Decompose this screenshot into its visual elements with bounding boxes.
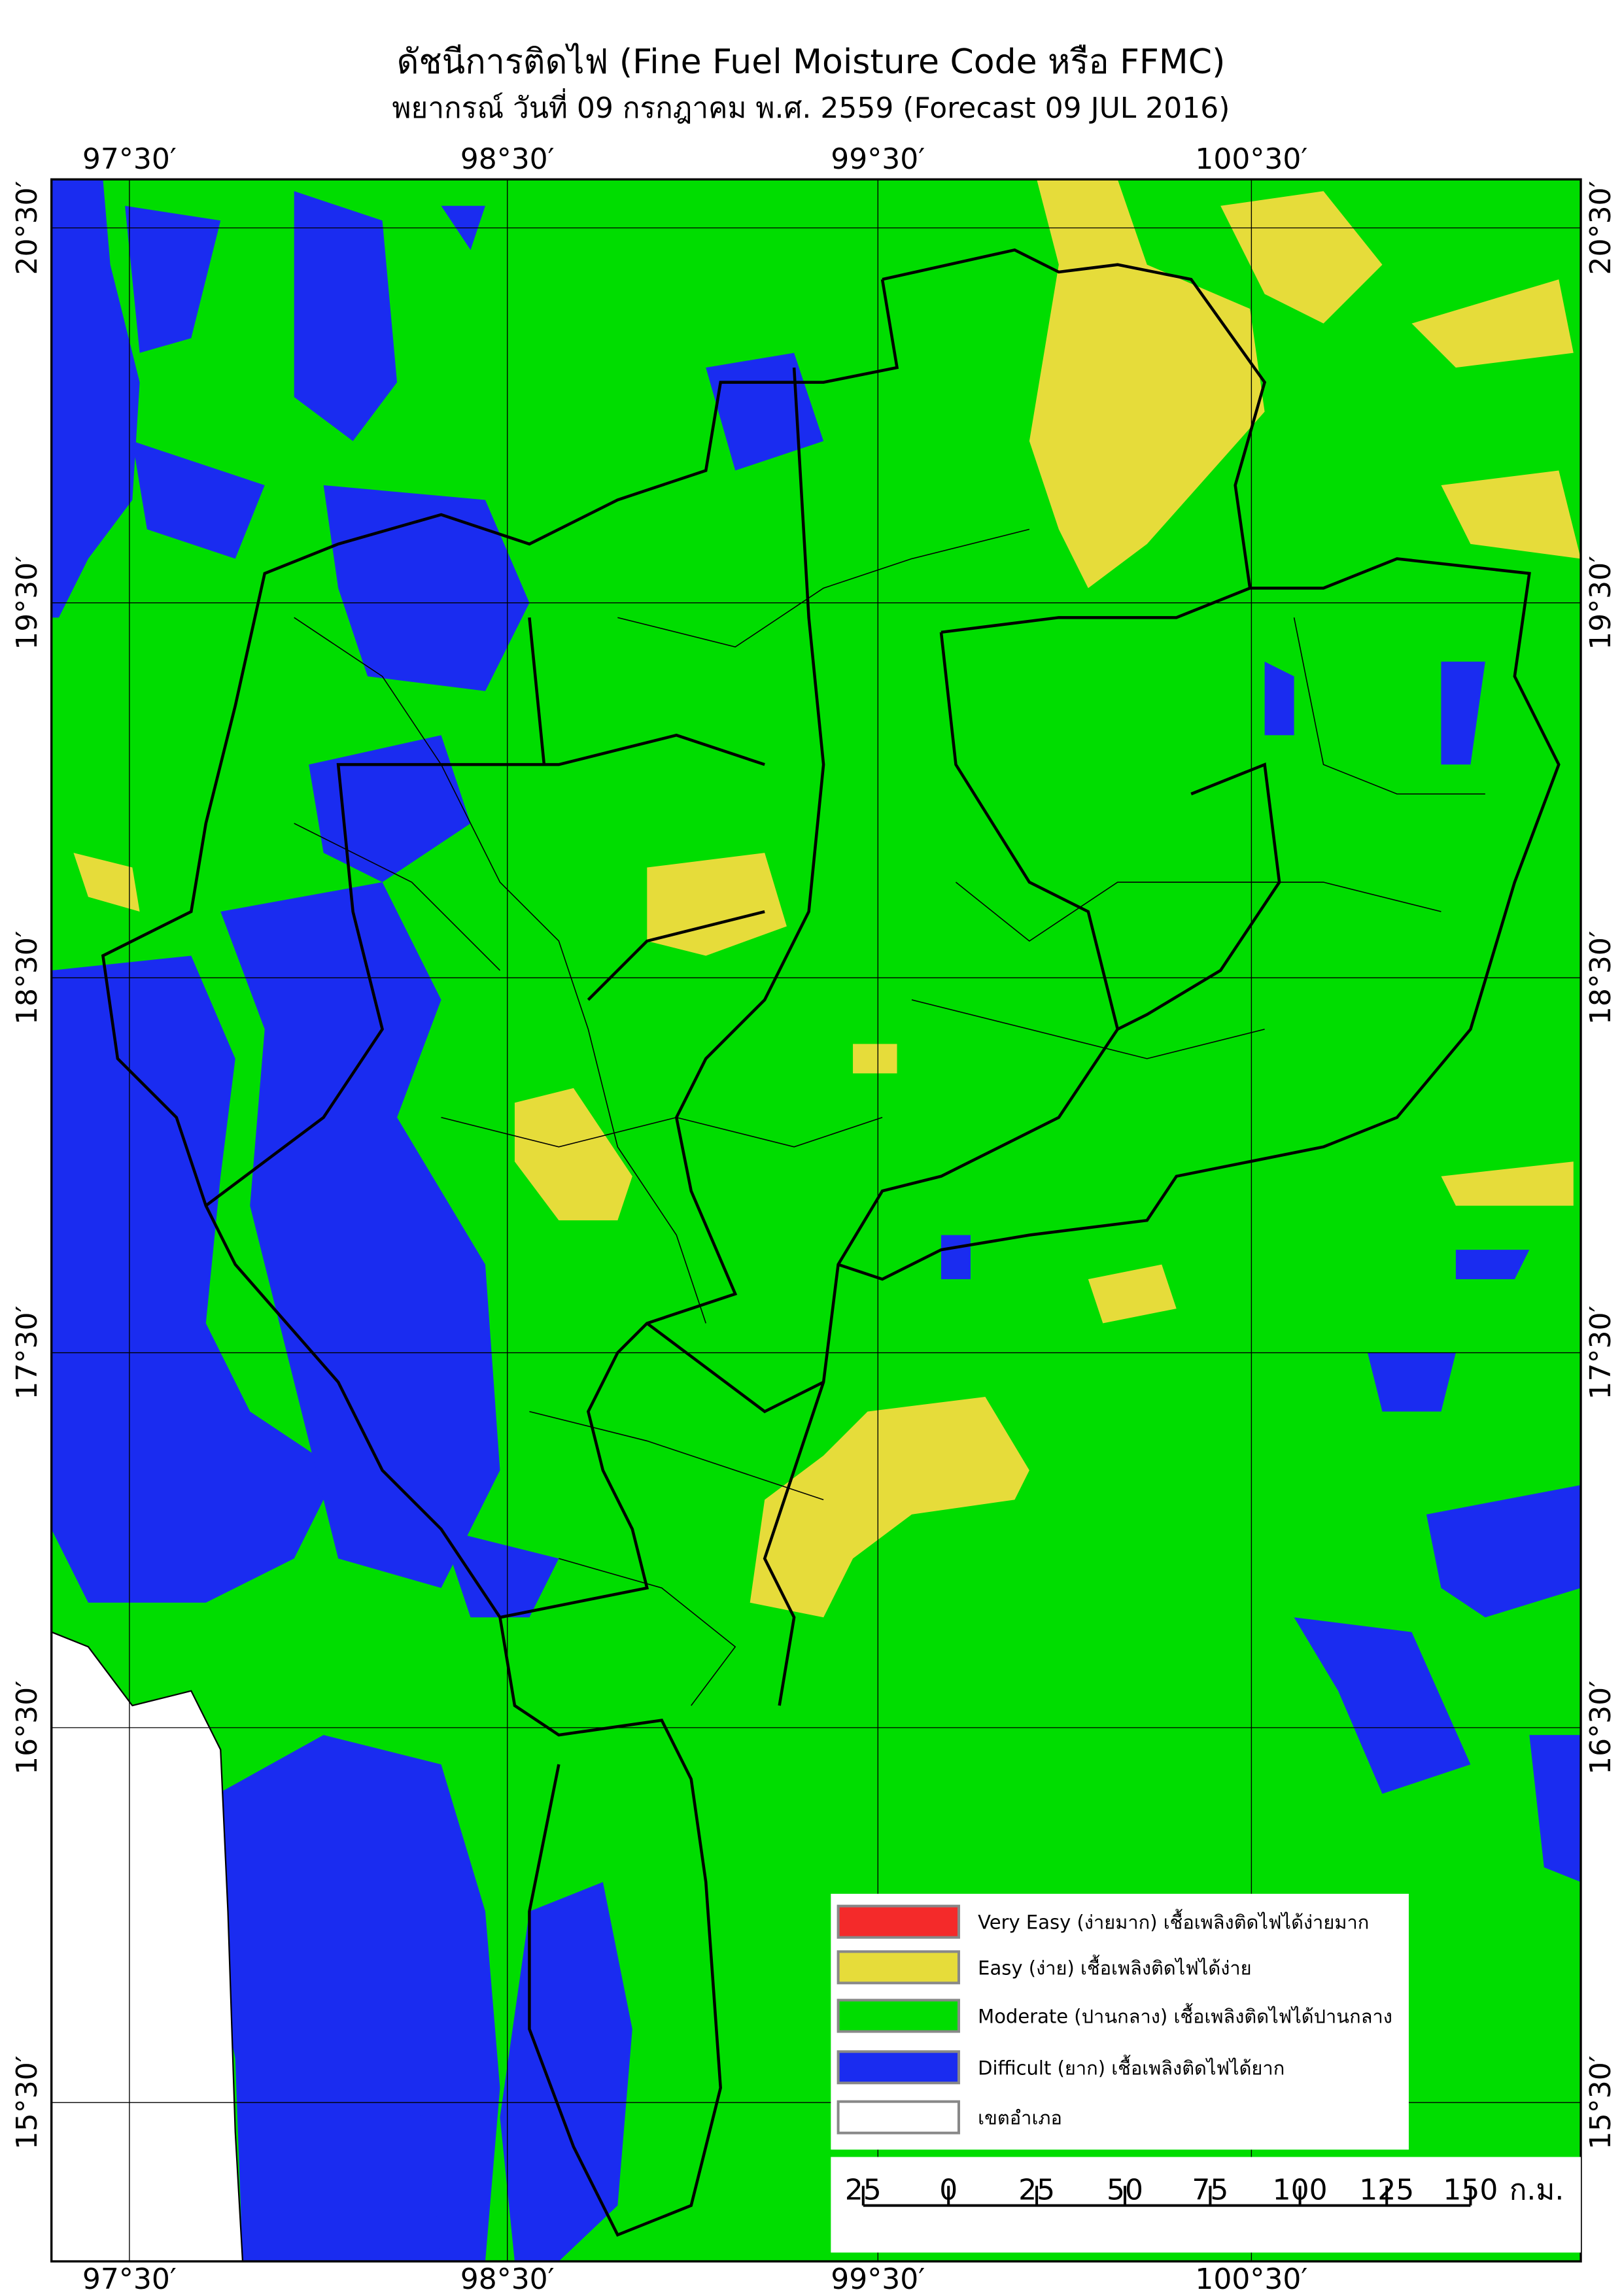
district-boundaries	[294, 528, 1485, 1706]
map-area	[50, 178, 1582, 2263]
easy-zones	[73, 179, 1581, 1618]
scale-bar-label: 25	[845, 2174, 882, 2207]
longitude-label-top: 100°30′	[1195, 143, 1307, 176]
latitude-label-left: 17°30′	[10, 1306, 44, 1400]
legend-label: Easy (ง่าย) เชื้อเพลิงติดไฟได้ง่าย	[978, 1954, 1251, 1979]
longitude-label-bottom: 97°30′	[82, 2263, 177, 2293]
latitude-label-right: 19°30′	[1584, 556, 1617, 650]
latitude-label-right: 15°30′	[1584, 2055, 1617, 2150]
legend-swatch	[837, 1950, 960, 1985]
legend-swatch	[837, 1998, 960, 2033]
longitude-label-bottom: 99°30′	[831, 2263, 925, 2293]
scale-bar-unit: ก.ม.	[1510, 2174, 1564, 2207]
latitude-label-left: 18°30′	[10, 931, 44, 1025]
longitude-label-top: 98°30′	[460, 143, 555, 176]
map-subtitle: พยากรณ์ วันที่ 09 กรกฎาคม พ.ศ. 2559 (For…	[392, 88, 1230, 125]
latitude-label-left: 15°30′	[10, 2055, 44, 2150]
legend-label: Moderate (ปานกลาง) เชื้อเพลิงติดไฟได้ปาน…	[978, 2003, 1392, 2028]
latitude-label-right: 16°30′	[1584, 1681, 1617, 1775]
scale-bar-label: 150	[1443, 2174, 1498, 2207]
latitude-label-left: 16°30′	[10, 1681, 44, 1775]
difficult-zones	[51, 179, 1581, 2262]
legend-label: เขตอำเภอ	[978, 2107, 1062, 2129]
map-frame	[50, 178, 1582, 2263]
scale-bar-label: 125	[1359, 2174, 1414, 2207]
scale-bar-label: 25	[1018, 2174, 1055, 2207]
legend-swatch	[837, 1904, 960, 1939]
legend-label: Difficult (ยาก) เชื้อเพลิงติดไฟได้ยาก	[978, 2054, 1285, 2079]
latitude-label-right: 20°30′	[1584, 181, 1617, 275]
longitude-label-top: 97°30′	[82, 143, 177, 176]
legend-swatch	[837, 2050, 960, 2085]
latitude-label-left: 19°30′	[10, 556, 44, 650]
longitude-label-bottom: 100°30′	[1195, 2263, 1307, 2293]
scale-bar-label: 0	[939, 2174, 958, 2207]
legend-swatch	[837, 2100, 960, 2134]
graticule	[51, 179, 1581, 2262]
scale-bar-label: 75	[1192, 2174, 1228, 2207]
scale-bar-label: 100	[1273, 2174, 1328, 2207]
legend-label: Very Easy (ง่ายมาก) เชื้อเพลิงติดไฟได้ง่…	[978, 1909, 1369, 1934]
latitude-label-right: 17°30′	[1584, 1306, 1617, 1400]
longitude-label-top: 99°30′	[831, 143, 925, 176]
province-boundaries	[101, 248, 1561, 2237]
latitude-label-left: 20°30′	[10, 181, 44, 275]
longitude-label-bottom: 98°30′	[460, 2263, 555, 2293]
latitude-label-right: 18°30′	[1584, 931, 1617, 1025]
map-title: ดัชนีการติดไฟ (Fine Fuel Moisture Code ห…	[397, 43, 1226, 82]
scale-bar-label: 50	[1107, 2174, 1143, 2207]
